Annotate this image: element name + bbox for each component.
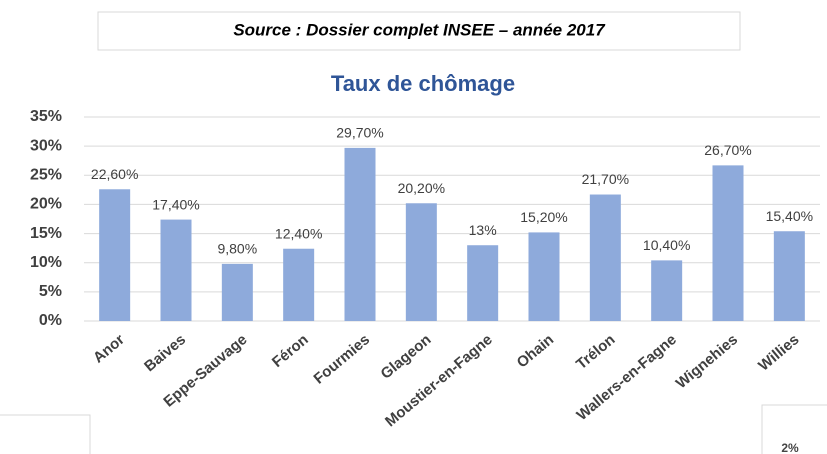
data-label: 15,20% bbox=[520, 209, 567, 225]
x-tick-label: Baives bbox=[141, 331, 189, 375]
data-label: 15,40% bbox=[766, 208, 813, 224]
data-label: 29,70% bbox=[336, 125, 383, 141]
x-tick-label: Willies bbox=[755, 331, 802, 374]
frame-fragment bbox=[0, 414, 91, 454]
bar bbox=[773, 231, 805, 321]
bar bbox=[528, 232, 560, 321]
bar bbox=[405, 203, 437, 321]
x-tick-label: Anor bbox=[90, 331, 128, 367]
frame-fragment bbox=[761, 404, 827, 454]
y-tick-label: 0% bbox=[39, 312, 62, 329]
x-tick-label: Glageon bbox=[378, 331, 435, 383]
x-tick-label: Trélon bbox=[573, 331, 618, 373]
data-label: 21,70% bbox=[582, 171, 629, 187]
bar bbox=[712, 165, 744, 321]
data-label: 26,70% bbox=[704, 142, 751, 158]
data-label: 9,80% bbox=[217, 241, 257, 257]
bar bbox=[283, 248, 315, 321]
source-text: Source : Dossier complet INSEE – année 2… bbox=[233, 20, 606, 39]
source-box bbox=[97, 11, 741, 51]
bar bbox=[651, 260, 683, 321]
data-label: 22,60% bbox=[91, 166, 138, 182]
bar bbox=[467, 245, 499, 321]
bar bbox=[344, 147, 376, 321]
data-label: 10,40% bbox=[643, 237, 690, 253]
y-tick-label: 10% bbox=[30, 254, 62, 271]
y-tick-label: 15% bbox=[30, 225, 62, 242]
x-tick-label: Moustier-en-Fagne bbox=[382, 331, 496, 430]
y-tick-label: 5% bbox=[39, 283, 62, 300]
data-label: 13% bbox=[469, 222, 497, 238]
chart-title: Taux de chômage bbox=[331, 71, 515, 96]
x-tick-label: Fourmies bbox=[310, 331, 373, 387]
x-tick-label: Féron bbox=[269, 331, 312, 371]
fragment-text: 2% bbox=[781, 441, 799, 454]
bar bbox=[589, 194, 621, 321]
y-tick-label: 30% bbox=[30, 137, 62, 154]
x-tick-label: Wignehies bbox=[673, 331, 741, 392]
bar bbox=[99, 189, 131, 321]
bar bbox=[221, 263, 253, 321]
y-tick-label: 35% bbox=[30, 108, 62, 125]
data-label: 20,20% bbox=[398, 180, 445, 196]
bar bbox=[160, 219, 192, 321]
data-label: 12,40% bbox=[275, 225, 322, 241]
data-label: 17,40% bbox=[152, 196, 199, 212]
y-tick-label: 25% bbox=[30, 167, 62, 184]
y-tick-label: 20% bbox=[30, 196, 62, 213]
x-tick-label: Ohain bbox=[514, 331, 557, 371]
